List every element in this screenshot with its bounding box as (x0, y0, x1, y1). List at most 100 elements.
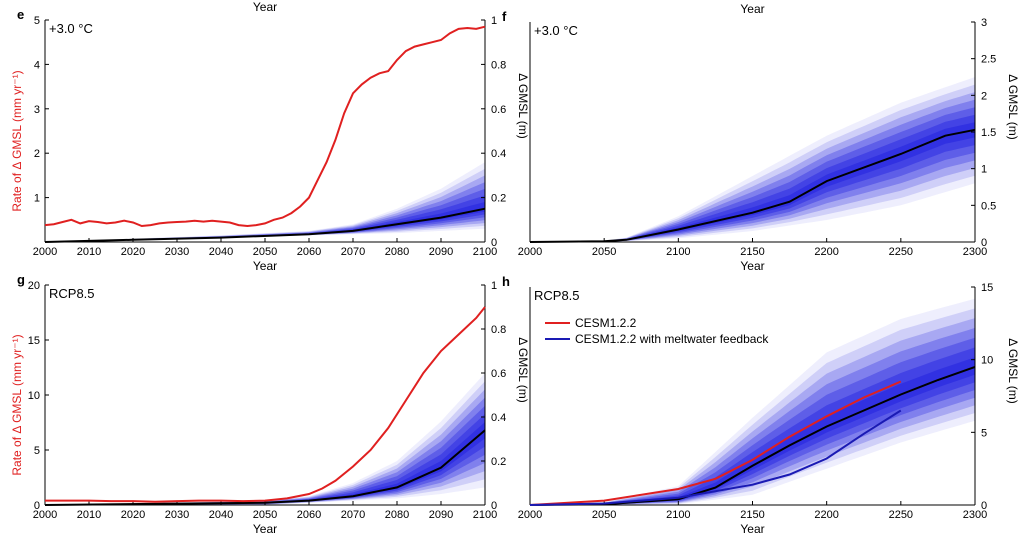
panel-e: 2000 2010 2020 2030 2040 2050 2060 2070 2080 2090… (10, 0, 530, 273)
x-axis-label-g: Year (253, 522, 277, 536)
panel-title-f: +3.0 °C (534, 23, 578, 38)
y-right-tick-label-f: 2.5 (981, 54, 996, 66)
y-left-tick-label-g: 0 (34, 500, 40, 512)
x-tick-label-e: 2040 (209, 246, 233, 258)
y-right-tick-label-h: 5 (981, 427, 987, 439)
x-tick-label-h: 2000 (518, 509, 542, 521)
y-left-axis-label-e: Rate of Δ GMSL (mm yr⁻¹) (10, 70, 24, 211)
x-tick-label-f: 2100 (666, 246, 690, 258)
y-left-tick-label-g: 10 (28, 390, 40, 402)
legend-label-0: CESM1.2.2 (575, 316, 637, 330)
uncertainty-band-e-4 (45, 188, 485, 242)
uncertainty-band-g-0 (45, 373, 485, 505)
x-tick-label-g: 2100 (473, 509, 497, 521)
panel-letter-f: f (502, 9, 507, 24)
y-right-tick-label-g: 0.4 (491, 412, 506, 424)
uncertainty-band-h-5 (530, 347, 975, 505)
y-right-tick-label-f: 2 (981, 90, 987, 102)
y-right-tick-label-f: 0.5 (981, 200, 996, 212)
y-right-tick-label-e: 1 (491, 15, 497, 27)
panel-letter-e: e (17, 7, 24, 22)
y-right-tick-label-g: 0.6 (491, 368, 506, 380)
uncertainty-band-h-3 (530, 327, 975, 505)
y-right-tick-label-g: 1 (491, 280, 497, 292)
y-right-axis-label-f: Δ GMSL (m) (1006, 74, 1020, 140)
uncertainty-band-e-2 (45, 175, 485, 242)
x-tick-label-g: 2000 (33, 509, 57, 521)
y-right-tick-label-h: 0 (981, 500, 987, 512)
x-tick-label-e: 2010 (77, 246, 101, 258)
x-tick-label-g: 2090 (429, 509, 453, 521)
x-tick-label-e: 2050 (253, 246, 277, 258)
y-left-tick-label-e: 4 (34, 59, 40, 71)
x-tick-label-f: 2000 (518, 246, 542, 258)
legend-label-1: CESM1.2.2 with meltwater feedback (575, 332, 769, 346)
panel-title-e: +3.0 °C (49, 21, 93, 36)
x-tick-label-h: 2200 (814, 509, 838, 521)
y-right-tick-label-e: 0.8 (491, 59, 506, 71)
y-right-tick-label-f: 0 (981, 237, 987, 249)
x-tick-label-g: 2050 (253, 509, 277, 521)
y-left-tick-label-g: 5 (34, 445, 40, 457)
panel-g: 2000 2010 2020 2030 2040 2050 2060 2070 2080 2090… (10, 272, 530, 536)
y-right-tick-label-e: 0.4 (491, 148, 506, 160)
uncertainty-band-f-5 (530, 114, 975, 242)
rate-line-g (45, 306, 486, 503)
x-tick-label-g: 2040 (209, 509, 233, 521)
uncertainty-band-h-2 (530, 318, 975, 505)
x-tick-label-h: 2250 (889, 509, 913, 521)
y-right-tick-label-f: 1.5 (981, 127, 996, 139)
y-right-axis-label-g: Δ GMSL (m) (516, 337, 530, 403)
y-right-tick-label-e: 0 (491, 237, 497, 249)
uncertainty-band-f-0 (530, 77, 975, 242)
series-line-h-1 (529, 409, 902, 506)
y-right-axis-label-e: Δ GMSL (m) (516, 73, 530, 139)
x-tick-label-e: 2030 (165, 246, 189, 258)
top-axis-label-f: Year (740, 2, 764, 16)
x-tick-label-e: 2060 (297, 246, 321, 258)
x-tick-label-e: 2090 (429, 246, 453, 258)
y-right-axis-label-h: Δ GMSL (m) (1006, 338, 1020, 404)
x-tick-label-g: 2020 (121, 509, 145, 521)
y-left-tick-label-e: 2 (34, 148, 40, 160)
y-right-tick-label-h: 15 (981, 282, 993, 294)
x-axis-label-h: Year (740, 522, 764, 536)
y-left-tick-label-e: 5 (34, 15, 40, 27)
x-tick-label-h: 2300 (963, 509, 987, 521)
x-tick-label-g: 2080 (385, 509, 409, 521)
x-tick-label-f: 2300 (963, 246, 987, 258)
x-tick-label-e: 2000 (33, 246, 57, 258)
y-right-tick-label-e: 0.6 (491, 104, 506, 116)
series-line-h-0 (529, 380, 902, 506)
median-line-e (44, 207, 486, 243)
x-tick-label-f: 2250 (889, 246, 913, 258)
uncertainty-band-e-1 (45, 168, 485, 242)
y-right-tick-label-f: 3 (981, 17, 987, 29)
x-axis-label-f: Year (740, 259, 764, 273)
panel-title-h: RCP8.5 (534, 288, 580, 303)
x-tick-label-e: 2070 (341, 246, 365, 258)
panel-h: 2000 2050 2100 2150 2200 2250 2300 Year 0 5 10 15 Δ … (502, 274, 1020, 536)
y-left-tick-label-e: 3 (34, 104, 40, 116)
uncertainty-band-f-1 (530, 84, 975, 242)
x-tick-label-f: 2150 (740, 246, 764, 258)
x-tick-label-h: 2150 (740, 509, 764, 521)
uncertainty-band-h-0 (530, 298, 975, 505)
panel-f: 2000 2050 2100 2150 2200 2250 2300 Year Year 0 0.5… (502, 2, 1020, 273)
panel-letter-h: h (502, 274, 510, 289)
y-left-tick-label-g: 15 (28, 335, 40, 347)
median-line-f (529, 128, 976, 243)
x-tick-label-e: 2080 (385, 246, 409, 258)
uncertainty-band-h-4 (530, 337, 975, 505)
x-tick-label-h: 2100 (666, 509, 690, 521)
rate-line-e (44, 25, 486, 228)
x-tick-label-g: 2070 (341, 509, 365, 521)
x-tick-label-e: 2020 (121, 246, 145, 258)
x-tick-label-e: 2100 (473, 246, 497, 258)
uncertainty-band-e-0 (45, 162, 485, 242)
panel-letter-g: g (17, 272, 25, 287)
x-tick-label-f: 2200 (814, 246, 838, 258)
y-right-tick-label-h: 10 (981, 355, 993, 367)
median-line-h (529, 365, 976, 506)
